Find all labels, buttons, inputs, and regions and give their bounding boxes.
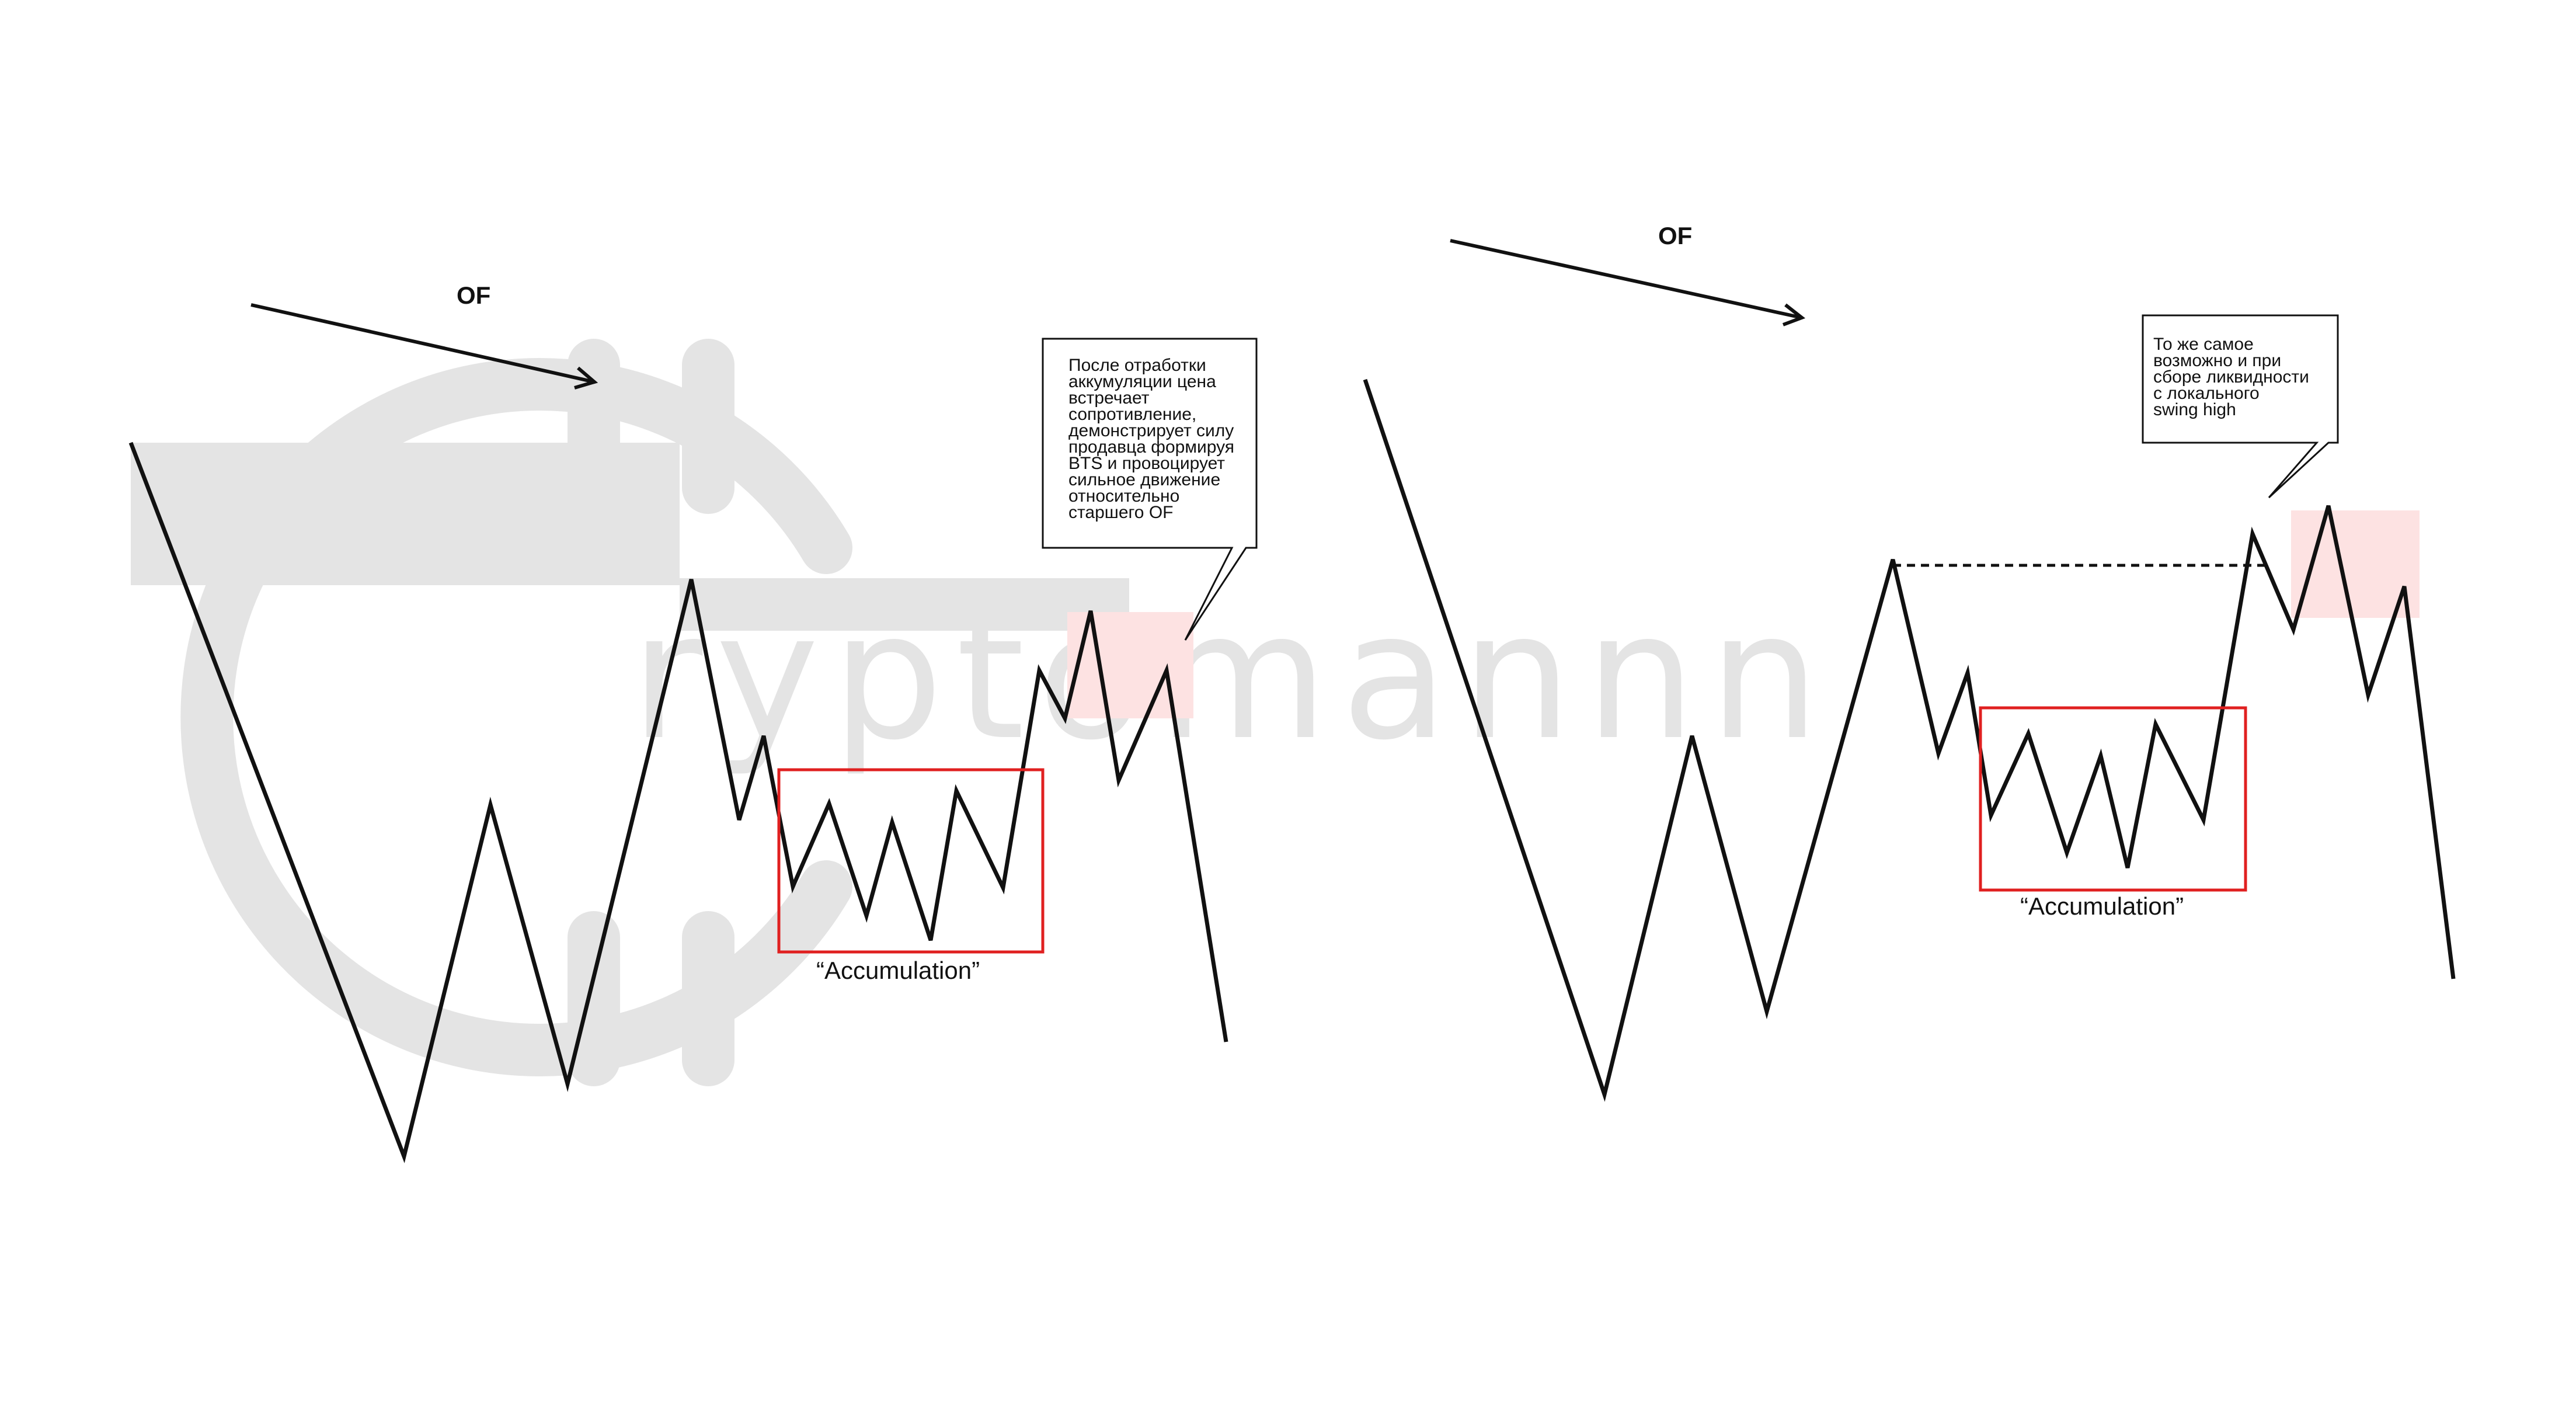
price-path-right xyxy=(1363,378,2456,1102)
right-panel: OF “Accumulation” xyxy=(1363,222,2456,1102)
callout-text-left: После отработки аккумуляции цена встреча… xyxy=(1068,356,1234,522)
callout-line: возможно и при xyxy=(2153,351,2282,370)
watermark-bar-left-bottom xyxy=(568,911,620,1086)
callout-line: После отработки xyxy=(1068,356,1206,375)
watermark-bar-right-top xyxy=(682,339,734,514)
order-flow-arrowhead-left xyxy=(574,366,598,390)
callout-text-right: То же самое возможно и при сборе ликвидн… xyxy=(2153,335,2309,419)
callout-line: сборе ликвидности xyxy=(2153,367,2309,387)
callout-line: относительно xyxy=(1068,486,1180,506)
callout-line: с локального xyxy=(2153,384,2260,403)
order-flow-arrow-left xyxy=(250,303,595,384)
callout-line: продавца формируя xyxy=(1068,437,1234,457)
watermark-text: ryptomannn xyxy=(631,575,1833,779)
watermark-logo: ryptomannn xyxy=(131,339,1833,1086)
order-flow-arrow-right xyxy=(1450,239,1802,319)
callout-line: BTS и провоцирует xyxy=(1068,454,1226,473)
callout-line: сопротивление, xyxy=(1068,405,1197,424)
watermark-bar-right-bottom xyxy=(682,911,734,1086)
left-panel: OF “Accumulation” xyxy=(128,281,1258,1163)
callout-line: демонстрирует силу xyxy=(1068,421,1234,440)
callout-line: встречает xyxy=(1068,388,1150,408)
accumulation-box-left xyxy=(777,768,1045,954)
callout-line: То же самое xyxy=(2153,335,2254,354)
callout-line: аккумуляции цена xyxy=(1068,372,1216,391)
callout-line: сильное движение xyxy=(1068,470,1221,489)
order-flow-label-left: OF xyxy=(457,281,490,309)
order-flow-arrowhead-right xyxy=(1782,303,1806,326)
callout-bubble-left xyxy=(1042,338,1258,641)
accumulation-box-right xyxy=(1979,706,2247,892)
accumulation-label-right: “Accumulation” xyxy=(2020,892,2184,920)
watermark-band-wide xyxy=(131,443,680,585)
order-flow-label-right: OF xyxy=(1658,222,1692,249)
watermark-band-thin xyxy=(680,578,1129,631)
callout-line: swing high xyxy=(2153,400,2236,419)
callout-bubble-right xyxy=(2142,314,2339,499)
callout-line: старшего OF xyxy=(1068,503,1174,522)
accumulation-label-left: “Accumulation” xyxy=(816,957,980,984)
price-path-left xyxy=(128,442,1228,1163)
